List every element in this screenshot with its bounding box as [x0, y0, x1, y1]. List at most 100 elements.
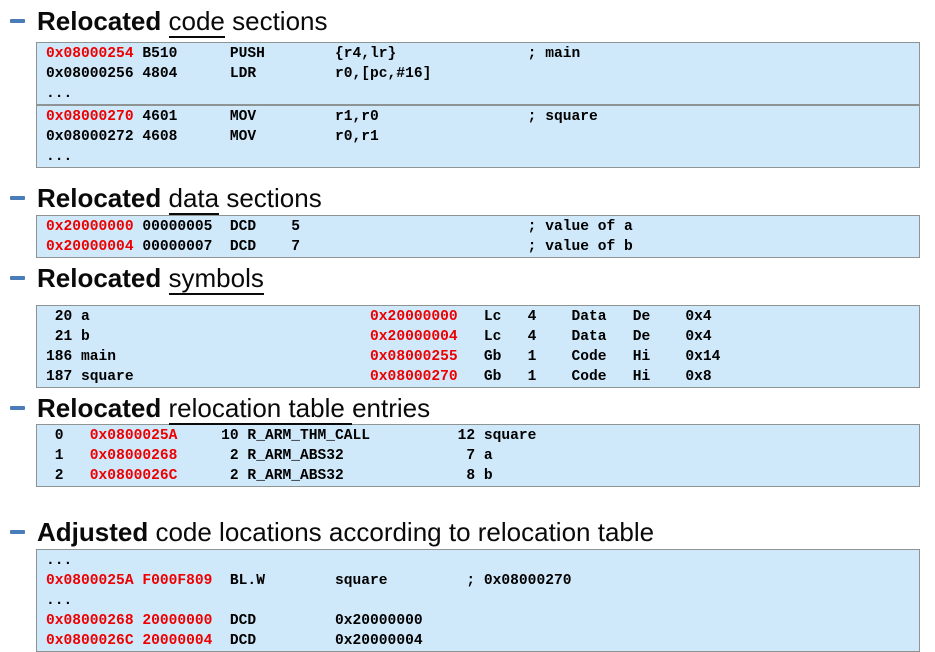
address-text: 0x08000268 — [89, 448, 178, 464]
code-text: 2 R_ARM_ABS32 8 b — [177, 468, 493, 484]
address-text: 0x20000004 — [46, 239, 134, 255]
code-line: 0x08000272 4608 MOV r0,r1 — [46, 127, 919, 147]
address-text: 0x0800026C 20000004 — [46, 633, 213, 649]
code-block: 0x20000000 00000005 DCD 5 ; value of a 0x… — [36, 215, 920, 258]
title-part: data — [168, 183, 220, 215]
address-text: 0x08000270 — [46, 109, 134, 125]
address-text: 0x08000268 20000000 — [46, 613, 213, 629]
title-part: code — [168, 6, 225, 38]
address-text: 0x20000004 — [370, 329, 458, 345]
code-line: 0x08000256 4804 LDR r0,[pc,#16] — [46, 64, 919, 84]
address-text: 0x08000254 — [46, 46, 134, 62]
code-text: 10 R_ARM_THM_CALL 12 square — [177, 428, 537, 444]
code-line: 186 main 0x08000255 Gb 1 Code Hi 0x14 — [46, 347, 919, 367]
address-text: 0x0800026C — [89, 468, 178, 484]
code-text: DCD 0x20000000 — [212, 613, 423, 629]
title-part: Relocated — [37, 263, 169, 293]
code-line: 21 b 0x20000004 Lc 4 Data De 0x4 — [46, 327, 919, 347]
title-part: Relocated — [37, 393, 169, 423]
title-part: Adjusted — [37, 517, 156, 547]
title-part: code locations according to relocation t… — [155, 517, 655, 547]
section-relocated-relocation-table-entries: Relocated relocation table entries 0 0x0… — [0, 393, 935, 487]
section-heading: Relocated relocation table entries — [10, 393, 935, 425]
code-text: Gb 1 Code Hi 0x8 — [457, 369, 712, 385]
code-block: 0x08000270 4601 MOV r1,r0 ; square 0x0800… — [36, 105, 920, 168]
code-text: 4601 MOV r1,r0 ; square — [133, 109, 598, 125]
code-text: 0x08000256 4804 LDR r0,[pc,#16] — [46, 66, 432, 82]
code-text: ... — [46, 149, 73, 165]
code-line: ... — [46, 84, 919, 104]
code-text: B510 PUSH {r4,lr} ; main — [133, 46, 581, 62]
address-text: 0x08000255 — [370, 349, 458, 365]
code-text: 00000007 DCD 7 ; value of b — [133, 239, 633, 255]
title-part: symbols — [168, 263, 264, 295]
code-line: 0x08000254 B510 PUSH {r4,lr} ; main — [46, 44, 919, 64]
code-line: 0x0800026C 20000004 DCD 0x20000004 — [46, 631, 919, 651]
code-line: ... — [46, 147, 919, 167]
code-text: 2 R_ARM_ABS32 7 a — [177, 448, 493, 464]
address-text: 0x0800025A F000F809 — [46, 573, 213, 589]
address-text: 0x08000270 — [370, 369, 458, 385]
dash-bullet-icon — [10, 530, 25, 534]
code-line: 0x0800025A F000F809 BL.W square ; 0x0800… — [46, 571, 919, 591]
code-line: 0x08000268 20000000 DCD 0x20000000 — [46, 611, 919, 631]
code-line: 20 a 0x20000000 Lc 4 Data De 0x4 — [46, 307, 919, 327]
dash-bullet-icon — [10, 276, 25, 280]
section-title: Relocated relocation table entries — [37, 393, 431, 425]
code-line: 0 0x0800025A 10 R_ARM_THM_CALL 12 square — [46, 426, 919, 446]
code-line: 0x08000270 4601 MOV r1,r0 ; square — [46, 107, 919, 127]
code-text: Lc 4 Data De 0x4 — [457, 309, 712, 325]
section-title: Relocated data sections — [37, 183, 322, 215]
dash-bullet-icon — [10, 406, 25, 410]
section-relocated-data-sections: Relocated data sections 0x20000000 000000… — [0, 183, 935, 258]
code-text: 21 b — [46, 329, 371, 345]
code-text: Lc 4 Data De 0x4 — [457, 329, 712, 345]
code-line: 187 square 0x08000270 Gb 1 Code Hi 0x8 — [46, 367, 919, 387]
code-block: 20 a 0x20000000 Lc 4 Data De 0x4 21 b 0x… — [36, 305, 920, 388]
code-block: 0 0x0800025A 10 R_ARM_THM_CALL 12 square… — [36, 424, 920, 487]
code-text: ... — [46, 593, 73, 609]
code-text: 20 a — [46, 309, 371, 325]
dash-bullet-icon — [10, 19, 25, 23]
address-text: 0x0800025A — [89, 428, 178, 444]
code-text: ... — [46, 86, 73, 102]
code-line: 1 0x08000268 2 R_ARM_ABS32 7 a — [46, 446, 919, 466]
section-title: Adjusted code locations according to rel… — [37, 517, 654, 547]
code-text: 1 — [46, 448, 90, 464]
code-text: 00000005 DCD 5 ; value of a — [133, 219, 633, 235]
dash-bullet-icon — [10, 196, 25, 200]
title-part: sections — [224, 6, 328, 36]
code-block: ... 0x0800025A F000F809 BL.W square ; 0x0… — [36, 549, 920, 652]
code-line: 0x20000000 00000005 DCD 5 ; value of a — [46, 217, 919, 237]
code-line: ... — [46, 551, 919, 571]
code-text: 187 square — [46, 369, 371, 385]
code-text: Gb 1 Code Hi 0x14 — [457, 349, 721, 365]
section-title: Relocated symbols — [37, 263, 264, 295]
section-heading: Relocated symbols — [10, 263, 935, 295]
code-text: 186 main — [46, 349, 371, 365]
code-text: 0 — [46, 428, 90, 444]
section-relocated-code-sections: Relocated code sections 0x08000254 B510 P… — [0, 6, 935, 168]
code-text: BL.W square ; 0x08000270 — [212, 573, 572, 589]
code-line: 0x20000004 00000007 DCD 7 ; value of b — [46, 237, 919, 257]
code-block: 0x08000254 B510 PUSH {r4,lr} ; main 0x080… — [36, 42, 920, 105]
section-adjusted-code-locations: Adjusted code locations according to rel… — [0, 517, 935, 652]
section-heading: Relocated data sections — [10, 183, 935, 215]
code-text: DCD 0x20000004 — [212, 633, 423, 649]
code-text: ... — [46, 553, 73, 569]
section-title: Relocated code sections — [37, 6, 328, 38]
sections-root: Relocated code sections 0x08000254 B510 P… — [0, 6, 935, 652]
section-heading: Adjusted code locations according to rel… — [10, 517, 935, 547]
title-part: sections — [219, 183, 322, 213]
address-text: 0x20000000 — [370, 309, 458, 325]
code-text: 2 — [46, 468, 90, 484]
code-line: ... — [46, 591, 919, 611]
title-part: Relocated — [37, 183, 169, 213]
title-part: relocation table — [168, 393, 353, 425]
title-part: Relocated — [37, 6, 169, 36]
code-line: 2 0x0800026C 2 R_ARM_ABS32 8 b — [46, 466, 919, 486]
title-part: entries — [352, 393, 431, 423]
address-text: 0x20000000 — [46, 219, 134, 235]
code-text: 0x08000272 4608 MOV r0,r1 — [46, 129, 379, 145]
